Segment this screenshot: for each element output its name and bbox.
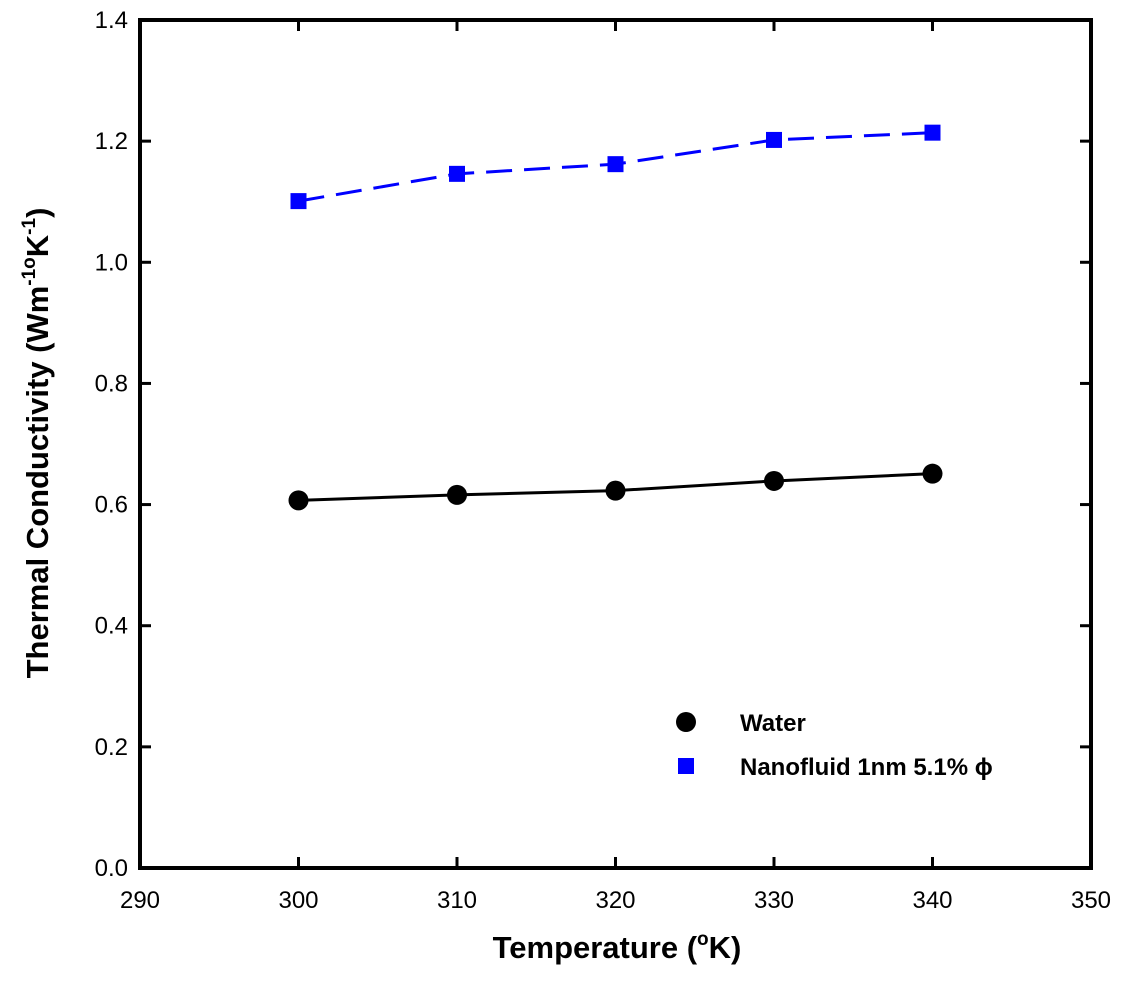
data-point-water xyxy=(922,463,943,484)
data-point-water xyxy=(605,480,626,501)
axes-layer: 290 300 310 320 330 340 350 0.0 0.2 0.4 0.6 0.8 1.0 1… xyxy=(95,7,1111,914)
legend-marker-nanofluid xyxy=(678,758,694,774)
series-layer xyxy=(288,124,943,511)
x-tick-label: 310 xyxy=(437,887,477,914)
legend-label-water: Water xyxy=(740,710,806,737)
x-tick-label: 290 xyxy=(120,887,160,914)
data-point-water xyxy=(764,470,784,491)
x-tick-label: 330 xyxy=(754,887,794,914)
data-point-nanofluid xyxy=(290,193,307,210)
y-tick-label: 0.8 xyxy=(95,370,128,397)
y-tick-label: 0.0 xyxy=(95,855,128,882)
data-point-nanofluid xyxy=(924,124,941,141)
y-tick-label: 1.2 xyxy=(95,128,128,155)
y-tick-label: 0.2 xyxy=(95,734,128,761)
x-axis-title: Temperature (oK) xyxy=(493,929,742,965)
x-tick-label: 320 xyxy=(595,887,635,914)
data-point-water xyxy=(447,484,467,505)
plot-frame xyxy=(138,18,1093,870)
data-point-nanofluid xyxy=(607,156,624,173)
x-tick-label: 340 xyxy=(912,887,952,914)
y-tick-label: 1.0 xyxy=(95,249,128,276)
data-point-nanofluid xyxy=(449,165,465,182)
y-axis-title: Thermal Conductivity (Wm-1oK-1) xyxy=(19,208,55,679)
legend-label-nanofluid: Nanofluid 1nm 5.1% ϕ xyxy=(740,754,993,781)
data-point-nanofluid xyxy=(766,131,782,148)
data-point-water xyxy=(288,490,309,511)
legend: Water Nanofluid 1nm 5.1% ϕ xyxy=(676,710,993,781)
y-tick-label: 0.6 xyxy=(95,492,128,519)
legend-marker-water xyxy=(676,712,696,732)
x-tick-label: 350 xyxy=(1071,887,1111,914)
y-tick-label: 0.4 xyxy=(95,613,128,640)
y-tick-label: 1.4 xyxy=(95,7,128,34)
x-tick-label: 300 xyxy=(278,887,318,914)
